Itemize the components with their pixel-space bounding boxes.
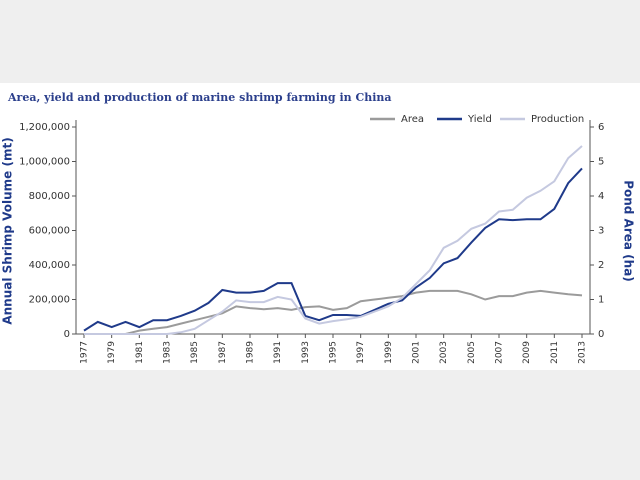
y2-tick-label: 6 <box>598 122 604 133</box>
x-tick-label: 2011 <box>550 341 560 364</box>
y-tick-label: 600,000 <box>29 226 70 237</box>
x-tick-label: 2009 <box>522 341 532 364</box>
y2-tick-label: 1 <box>598 295 604 306</box>
x-tick-label: 2007 <box>495 341 505 364</box>
legend-label: Yield <box>467 114 492 125</box>
y-tick-label: 1,200,000 <box>19 122 70 133</box>
x-tick-label: 1977 <box>80 341 90 364</box>
x-tick-label: 1979 <box>107 341 117 364</box>
y-tick-label: 1,000,000 <box>19 157 70 168</box>
y-tick-label: 200,000 <box>29 295 70 306</box>
y-tick-label: 800,000 <box>29 191 70 202</box>
x-tick-label: 2005 <box>467 341 477 364</box>
y2-tick-label: 3 <box>598 226 604 237</box>
y-tick-label: 0 <box>64 329 70 340</box>
series-line <box>84 145 583 335</box>
x-tick-label: 1993 <box>301 341 311 364</box>
x-tick-label: 1999 <box>384 341 394 364</box>
x-tick-label: 1983 <box>163 341 173 364</box>
x-tick-label: 1991 <box>273 341 283 364</box>
y2-tick-label: 2 <box>598 260 604 271</box>
y2-tick-label: 5 <box>598 157 604 168</box>
panel <box>0 83 640 370</box>
legend-label: Area <box>401 114 424 125</box>
x-tick-label: 1985 <box>190 341 200 364</box>
y2-tick-label: 0 <box>598 329 604 340</box>
x-tick-label: 1997 <box>356 341 366 364</box>
x-tick-label: 1989 <box>246 341 256 364</box>
y2-tick-label: 4 <box>598 191 604 202</box>
series-line <box>84 289 583 335</box>
series-line <box>83 167 583 332</box>
y-axis-label: Annual Shrimp Volume (mt) <box>1 137 15 324</box>
y-tick-label: 400,000 <box>29 260 70 271</box>
x-tick-label: 2001 <box>412 341 422 364</box>
y2-axis-label: Pond Area (ha) <box>622 180 636 282</box>
x-tick-label: 1981 <box>135 341 145 364</box>
legend-label: Production <box>531 114 584 125</box>
x-tick-label: 1987 <box>218 341 228 364</box>
x-tick-label: 2013 <box>578 341 588 364</box>
x-tick-label: 1995 <box>329 341 339 364</box>
x-tick-label: 2003 <box>439 341 449 364</box>
chart-title: Area, yield and production of marine shr… <box>7 91 392 104</box>
